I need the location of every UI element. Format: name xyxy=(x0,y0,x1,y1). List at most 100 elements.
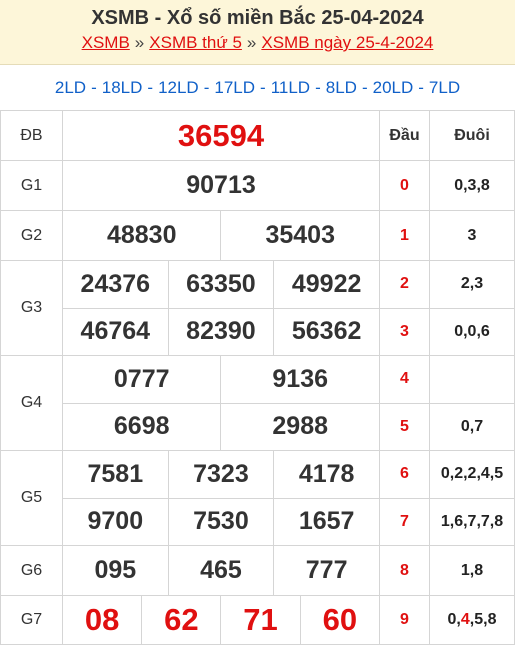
prize-label: G2 xyxy=(0,210,63,261)
row: G5 7581 7323 4178 6 0,2,2,4,5 xyxy=(0,450,515,546)
tail-text: 4 xyxy=(460,611,470,628)
head-digit: 6 xyxy=(379,450,430,499)
tail-digits xyxy=(429,355,515,404)
tail-digits: 2,3 xyxy=(429,260,515,309)
prize-number: 9700 xyxy=(62,497,169,546)
results-table: ĐB 36594 Đầu Đuôi G1 90713 0 0,3,8 G2 48830 35403 1… xyxy=(0,110,515,645)
codes: 2LD -18LD -12LD -17LD -11LD -8LD -20LD -7LD xyxy=(0,65,515,110)
prize-number: 465 xyxy=(167,545,275,596)
tail-text: ,5,8 xyxy=(469,611,497,628)
separator: - xyxy=(315,78,321,97)
tail-text: 0,3,8 xyxy=(454,176,490,194)
prize-label: G1 xyxy=(0,160,63,211)
code: 7LD xyxy=(428,78,461,97)
prize-number: 62 xyxy=(141,595,222,645)
prize-label: ĐB xyxy=(0,110,63,161)
row: G3 24376 63350 49922 2 2,3 xyxy=(0,260,515,356)
code: 11LD xyxy=(270,78,311,97)
prize-number: 9136 xyxy=(220,355,380,404)
prize-number: 2988 xyxy=(220,402,380,451)
tail-text: 0, xyxy=(447,611,461,628)
breadcrumb: XSMB» XSMB thứ 5» XSMB ngày 25-4-2024 xyxy=(0,33,515,53)
separator: - xyxy=(260,78,266,97)
prize-number: 0777 xyxy=(61,355,222,404)
row: G1 90713 0 0,3,8 xyxy=(0,160,515,211)
code: 12LD xyxy=(158,78,199,97)
prize-number: 35403 xyxy=(220,210,380,261)
title: XSMB - Xổ số miền Bắc 25-04-2024 xyxy=(91,7,424,29)
tail-digits: 0,2,2,4,5 xyxy=(429,450,515,499)
tail-text: 2,3 xyxy=(460,275,484,293)
head-digit: 2 xyxy=(379,260,430,309)
tail-digits: 0,3,8 xyxy=(429,160,515,211)
tail-text: 3 xyxy=(467,226,477,244)
prize-number: 48830 xyxy=(61,210,222,261)
head-digit: 5 xyxy=(379,402,430,451)
head-digit: 7 xyxy=(379,497,430,546)
tail-text: 0,0,6 xyxy=(454,322,490,340)
prize-number: 60 xyxy=(299,595,381,645)
prize-number: 7323 xyxy=(167,450,275,499)
code: 17LD xyxy=(214,78,256,97)
prize-label: G6 xyxy=(0,545,63,596)
tail-digits: 0,4,5,8 xyxy=(429,595,515,645)
header-cell: Đuôi xyxy=(429,110,515,161)
link[interactable]: XSMB ngày 25-4-2024 xyxy=(261,33,434,52)
prize-label: G3 xyxy=(0,260,63,356)
separator: - xyxy=(203,78,210,97)
separator: - xyxy=(147,78,154,97)
row: 6698 2988 5 0,7 xyxy=(1,402,515,451)
prize-number: 49922 xyxy=(273,260,380,309)
head-digit: 3 xyxy=(379,307,430,356)
prize-number: 46764 xyxy=(62,307,169,356)
row: G4 0777 9136 4 xyxy=(0,355,515,451)
prize-number: 7581 xyxy=(62,450,169,499)
head-digit: 9 xyxy=(379,595,430,645)
header-cell: Đầu xyxy=(379,110,430,161)
prize-label: G7 xyxy=(0,595,63,645)
code: 8LD xyxy=(325,78,357,97)
prize-number: 777 xyxy=(273,545,380,596)
row: ĐB 36594 Đầu Đuôi xyxy=(0,110,515,161)
tail-digits: 0,7 xyxy=(429,402,515,451)
tail-digits: 1,6,7,7,8 xyxy=(429,497,515,546)
prize-number: 24376 xyxy=(62,260,169,309)
prize-number: 56362 xyxy=(273,307,380,356)
prize-number: 095 xyxy=(62,545,169,596)
head-digit: 0 xyxy=(379,160,430,211)
code: 20LD xyxy=(372,78,414,97)
row: 9700 7530 1657 7 1,6,7,7,8 xyxy=(1,497,515,546)
code: 18LD xyxy=(101,78,143,97)
prize-number: 1657 xyxy=(273,497,380,546)
prize-number: 7530 xyxy=(167,497,275,546)
tail-text: 0,7 xyxy=(460,417,484,435)
row: G2 48830 35403 1 3 xyxy=(0,210,515,261)
row: 46764 82390 56362 3 0,0,6 xyxy=(1,307,515,356)
code: 2LD xyxy=(54,78,87,97)
tail-digits: 0,0,6 xyxy=(429,307,515,356)
row: G7 08 62 71 60 9 0,4,5,8 xyxy=(0,595,515,645)
tail-digits: 1,8 xyxy=(429,545,515,596)
head-digit: 8 xyxy=(379,545,430,596)
prize-number: 36594 xyxy=(62,110,380,161)
row: G6 095 465 777 8 1,8 xyxy=(0,545,515,596)
separator: » xyxy=(134,33,145,52)
tail-text: 1,6,7,7,8 xyxy=(440,512,504,530)
prize-number: 63350 xyxy=(167,260,275,309)
separator: - xyxy=(361,78,368,97)
link[interactable]: XSMB xyxy=(81,33,130,52)
prize-number: 6698 xyxy=(61,402,222,451)
head-digit: 4 xyxy=(379,355,430,404)
prize-label: G5 xyxy=(0,450,63,546)
link[interactable]: XSMB thứ 5 xyxy=(149,33,242,52)
separator: » xyxy=(246,33,257,52)
separator: - xyxy=(91,78,97,97)
prize-number: 08 xyxy=(61,595,143,645)
head-digit: 1 xyxy=(379,210,430,261)
tail-digits: 3 xyxy=(429,210,515,261)
prize-number: 71 xyxy=(220,595,301,645)
tail-text: 1,8 xyxy=(460,561,484,579)
prize-number: 82390 xyxy=(167,307,275,356)
prize-number: 4178 xyxy=(273,450,380,499)
